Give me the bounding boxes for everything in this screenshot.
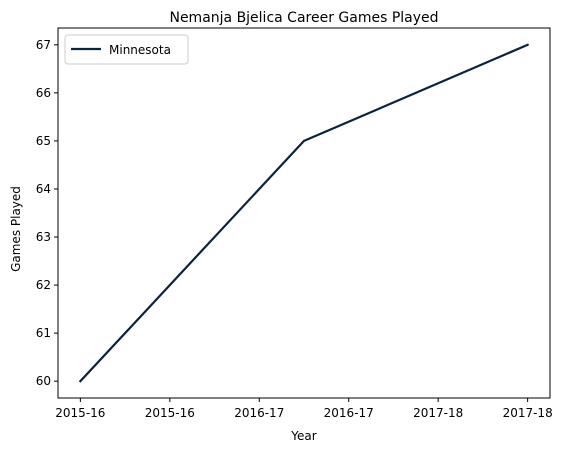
y-tick-label: 66 xyxy=(36,86,51,100)
x-tick-label: 2016-17 xyxy=(324,406,374,420)
series-layer xyxy=(78,43,530,383)
x-tick-label: 2016-17 xyxy=(234,406,284,420)
y-tick-label: 64 xyxy=(36,182,51,196)
x-tick-label: 2015-16 xyxy=(55,406,105,420)
y-axis: 60 61 62 63 64 65 66 67 xyxy=(36,38,58,388)
legend-label-minnesota: Minnesota xyxy=(109,43,171,57)
legend-box xyxy=(64,34,189,65)
y-tick-label: 62 xyxy=(36,278,51,292)
y-tick-label: 60 xyxy=(36,374,51,388)
y-tick-label: 63 xyxy=(36,230,51,244)
x-tick-label: 2015-16 xyxy=(145,406,195,420)
legend: Minnesota xyxy=(64,34,189,65)
x-tick-label: 2017-18 xyxy=(413,406,463,420)
y-tick-label: 61 xyxy=(36,326,51,340)
y-tick-label: 65 xyxy=(36,134,51,148)
y-axis-label: Games Played xyxy=(9,186,23,272)
x-axis: 2015-16 2015-16 2016-17 2016-17 2017-18 2017-… xyxy=(55,398,553,420)
chart-title: Nemanja Bjelica Career Games Played xyxy=(169,10,438,26)
y-tick-label: 67 xyxy=(36,38,51,52)
x-tick-label: 2017-18 xyxy=(503,406,553,420)
series-line-minnesota xyxy=(78,43,530,383)
x-axis-label: Year xyxy=(290,429,316,443)
plot-area-frame xyxy=(57,27,551,399)
